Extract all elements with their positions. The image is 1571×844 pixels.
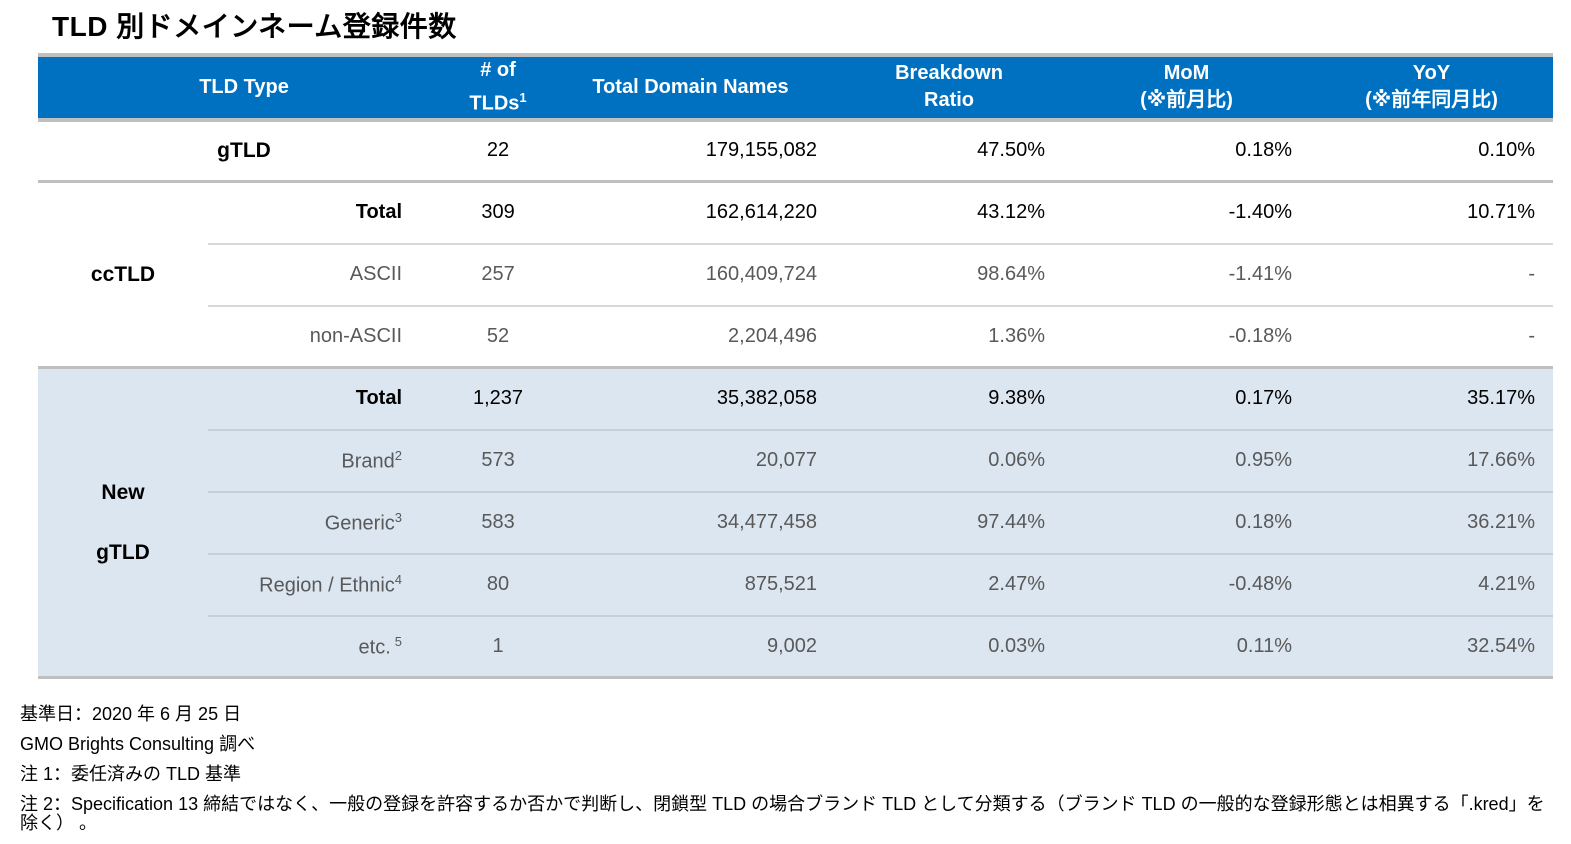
cctld-ascii-label: ASCII [208, 242, 451, 306]
newgtld-region-ethnic-ratio-cell: 2.47% [835, 552, 1064, 616]
row-newgtld-etc: etc. 5 1 9,002 0.03% 0.11% 32.54% [38, 614, 1554, 680]
newgtld-total-mom-cell: 0.17% [1063, 367, 1311, 430]
newgtld-etc-mom-cell: 0.11% [1063, 614, 1311, 680]
gtld-section-label: gTLD [38, 119, 451, 184]
footer-notes: 基準日：2020 年 6 月 25 日 GMO Brights Consulti… [20, 705, 1560, 844]
cctld-non-ascii-ratio-cell: 1.36% [835, 304, 1064, 370]
footer-reference-date: 基準日：2020 年 6 月 25 日 [20, 704, 242, 724]
gtld-ratio-cell: 47.50% [835, 119, 1064, 184]
col-header-total-domain-names: Total Domain Names [546, 53, 836, 122]
newgtld-region-ethnic-num-tlds-cell: 80 [450, 552, 547, 616]
row-newgtld-total: New gTLD Total 1,237 35,382,058 9.38% 0.… [38, 367, 1554, 680]
note2-superscript: 2 [394, 447, 403, 463]
newgtld-region-ethnic-domains-cell: 875,521 [546, 552, 836, 616]
cctld-ascii-yoy-cell: - [1310, 242, 1554, 306]
newgtld-generic-mom-cell: 0.18% [1063, 490, 1311, 554]
num-tlds-header-line2: TLDs1 [469, 90, 527, 115]
newgtld-brand-yoy-cell: 17.66% [1310, 428, 1554, 492]
newgtld-etc-num-tlds-cell: 1 [450, 614, 547, 680]
col-header-num-tlds: # of TLDs1 [450, 53, 547, 122]
row-cctld-total: ccTLD Total 309 162,614,220 43.12% -1.40… [38, 181, 1554, 370]
newgtld-region-ethnic-label: Region / Ethnic4 [208, 552, 451, 616]
cctld-non-ascii-yoy-cell: - [1310, 304, 1554, 370]
cctld-total-label: Total [208, 181, 451, 244]
cctld-total-num-tlds-cell: 309 [450, 181, 547, 244]
newgtld-total-label: Total [208, 367, 451, 430]
col-header-breakdown-ratio: Breakdown Ratio [835, 53, 1064, 122]
cctld-non-ascii-domains-cell: 2,204,496 [546, 304, 836, 370]
cctld-ascii-mom-cell: -1.41% [1063, 242, 1311, 306]
cctld-non-ascii-mom-cell: -0.18% [1063, 304, 1311, 370]
gtld-yoy-cell: 0.10% [1310, 119, 1554, 184]
footer-source: GMO Brights Consulting 調べ [20, 734, 256, 754]
newgtld-generic-label: Generic3 [208, 490, 451, 554]
table-header-row: TLD Type # of TLDs1 Total Domain Names B… [38, 53, 1554, 122]
newgtld-generic-yoy-cell: 36.21% [1310, 490, 1554, 554]
newgtld-total-yoy-cell: 35.17% [1310, 367, 1554, 430]
newgtld-generic-num-tlds-cell: 583 [450, 490, 547, 554]
cctld-non-ascii-label: non-ASCII [208, 304, 451, 370]
cctld-non-ascii-num-tlds-cell: 52 [450, 304, 547, 370]
cctld-total-yoy-cell: 10.71% [1310, 181, 1554, 244]
cctld-total-mom-cell: -1.40% [1063, 181, 1311, 244]
newgtld-brand-ratio-cell: 0.06% [835, 428, 1064, 492]
gtld-mom-cell: 0.18% [1063, 119, 1311, 184]
note4-superscript: 4 [394, 571, 403, 587]
newgtld-region-ethnic-mom-cell: -0.48% [1063, 552, 1311, 616]
newgtld-etc-ratio-cell: 0.03% [835, 614, 1064, 680]
footer-note-1: 注 1：委任済みの TLD 基準 [20, 764, 242, 784]
newgtld-generic-domains-cell: 34,477,458 [546, 490, 836, 554]
newgtld-brand-domains-cell: 20,077 [546, 428, 836, 492]
cctld-ascii-num-tlds-cell: 257 [450, 242, 547, 306]
row-newgtld-generic: Generic3 583 34,477,458 97.44% 0.18% 36.… [38, 490, 1554, 554]
newgtld-total-num-tlds-cell: 1,237 [450, 367, 547, 430]
note1-superscript: 1 [519, 90, 527, 105]
cctld-total-domains-cell: 162,614,220 [546, 181, 836, 244]
newgtld-etc-domains-cell: 9,002 [546, 614, 836, 680]
col-header-tld-type: TLD Type [38, 53, 451, 122]
row-cctld-non-ascii: non-ASCII 52 2,204,496 1.36% -0.18% - [38, 304, 1554, 370]
newgtld-brand-num-tlds-cell: 573 [450, 428, 547, 492]
page-title: TLD 別ドメインネーム登録件数 [52, 11, 457, 42]
row-gtld: gTLD 22 179,155,082 47.50% 0.18% 0.10% [38, 119, 1554, 184]
cctld-total-ratio-cell: 43.12% [835, 181, 1064, 244]
note5-superscript: 5 [394, 633, 403, 649]
gtld-domains-cell: 179,155,082 [546, 119, 836, 184]
row-cctld-ascii: ASCII 257 160,409,724 98.64% -1.41% - [38, 242, 1554, 306]
row-newgtld-region-ethnic: Region / Ethnic4 80 875,521 2.47% -0.48%… [38, 552, 1554, 616]
tld-registration-table: TLD Type # of TLDs1 Total Domain Names B… [38, 53, 1554, 680]
cctld-ascii-ratio-cell: 98.64% [835, 242, 1064, 306]
newgtld-total-domains-cell: 35,382,058 [546, 367, 836, 430]
col-header-mom: MoM (※前月比) [1063, 53, 1311, 122]
cctld-ascii-domains-cell: 160,409,724 [546, 242, 836, 306]
row-newgtld-brand: Brand2 573 20,077 0.06% 0.95% 17.66% [38, 428, 1554, 492]
newgtld-etc-yoy-cell: 32.54% [1310, 614, 1554, 680]
newgtld-generic-ratio-cell: 97.44% [835, 490, 1064, 554]
cctld-section-label: ccTLD [38, 181, 208, 370]
gtld-num-tlds-cell: 22 [450, 119, 547, 184]
col-header-yoy: YoY (※前年同月比) [1310, 53, 1554, 122]
num-tlds-header-line1: # of [480, 59, 516, 81]
newgtld-brand-label: Brand2 [208, 428, 451, 492]
registration-table: TLD Type # of TLDs1 Total Domain Names B… [38, 53, 1554, 680]
newgtld-region-ethnic-yoy-cell: 4.21% [1310, 552, 1554, 616]
newgtld-brand-mom-cell: 0.95% [1063, 428, 1311, 492]
newgtld-etc-label: etc. 5 [208, 614, 451, 680]
footer-note-2: 注 2：Specification 13 締結ではなく、一般の登録を許容するか否… [20, 794, 1545, 833]
note3-superscript: 3 [394, 509, 403, 525]
newgtld-total-ratio-cell: 9.38% [835, 367, 1064, 430]
newgtld-section-label: New gTLD [38, 367, 208, 680]
